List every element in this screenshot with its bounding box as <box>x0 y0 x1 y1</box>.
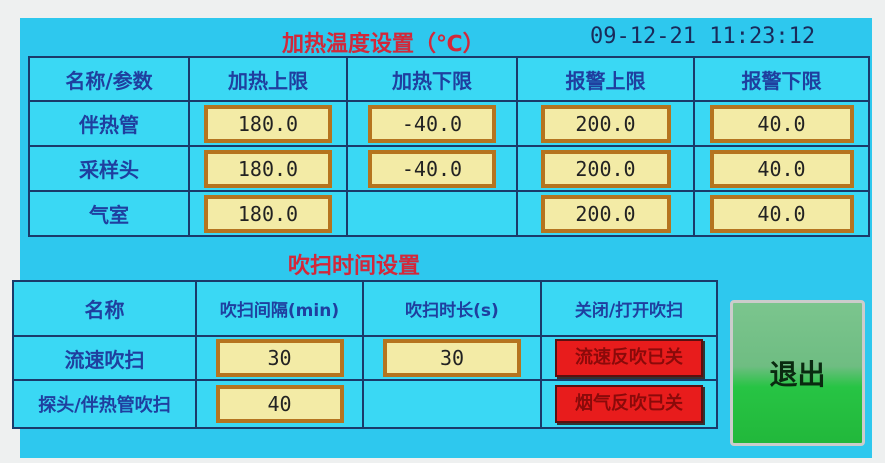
heat-upper-input[interactable]: 180.0 <box>204 104 332 143</box>
purge-table: 名称 吹扫间隔(min) 吹扫时长(s) 关闭/打开吹扫 流速吹扫 30 30 … <box>12 280 718 429</box>
header-alarm-lower: 报警下限 <box>693 56 870 102</box>
table-row: 伴热管 180.0 -40.0 200.0 40.0 <box>28 100 870 147</box>
row-name: 伴热管 <box>28 100 190 147</box>
empty-cell <box>362 379 542 429</box>
alarm-upper-input[interactable]: 200.0 <box>540 149 671 188</box>
heat-upper-input[interactable]: 180.0 <box>204 149 332 188</box>
row-name: 流速吹扫 <box>12 335 197 381</box>
header-alarm-upper: 报警上限 <box>516 56 695 102</box>
alarm-lower-input[interactable]: 40.0 <box>709 104 854 143</box>
table-row: 探头/伴热管吹扫 40 烟气反吹已关 <box>12 379 718 429</box>
alarm-lower-input[interactable]: 40.0 <box>709 149 854 188</box>
alarm-upper-input[interactable]: 200.0 <box>540 194 671 233</box>
duration-input[interactable]: 30 <box>383 339 521 377</box>
header-name: 名称 <box>12 280 197 337</box>
heating-title: 加热温度设置（℃） <box>282 32 485 57</box>
heat-lower-input[interactable]: -40.0 <box>368 149 496 188</box>
heat-upper-input[interactable]: 180.0 <box>204 194 332 233</box>
exit-button[interactable]: 退出 <box>730 300 865 446</box>
alarm-upper-input[interactable]: 200.0 <box>540 104 671 143</box>
row-name: 采样头 <box>28 145 190 192</box>
flow-purge-toggle-button[interactable]: 流速反吹已关 <box>555 339 703 377</box>
header-heat-lower: 加热下限 <box>346 56 518 102</box>
gas-purge-toggle-button[interactable]: 烟气反吹已关 <box>555 385 703 423</box>
interval-input[interactable]: 30 <box>215 339 344 377</box>
row-name: 气室 <box>28 190 190 237</box>
empty-cell <box>346 190 518 237</box>
datetime: 09-12-21 11:23:12 <box>590 24 816 49</box>
table-row: 采样头 180.0 -40.0 200.0 40.0 <box>28 145 870 192</box>
interval-input[interactable]: 40 <box>215 385 344 423</box>
table-row: 气室 180.0 200.0 40.0 <box>28 190 870 237</box>
header-toggle: 关闭/打开吹扫 <box>540 280 718 337</box>
heating-table: 名称/参数 加热上限 加热下限 报警上限 报警下限 伴热管 180.0 -40.… <box>28 56 870 237</box>
header-interval: 吹扫间隔(min) <box>195 280 364 337</box>
header-heat-upper: 加热上限 <box>188 56 348 102</box>
header-name: 名称/参数 <box>28 56 190 102</box>
alarm-lower-input[interactable]: 40.0 <box>709 194 854 233</box>
heat-lower-input[interactable]: -40.0 <box>368 104 496 143</box>
purge-title: 吹扫时间设置 <box>288 254 421 279</box>
header-duration: 吹扫时长(s) <box>362 280 542 337</box>
table-row: 流速吹扫 30 30 流速反吹已关 <box>12 335 718 381</box>
row-name: 探头/伴热管吹扫 <box>12 379 197 429</box>
